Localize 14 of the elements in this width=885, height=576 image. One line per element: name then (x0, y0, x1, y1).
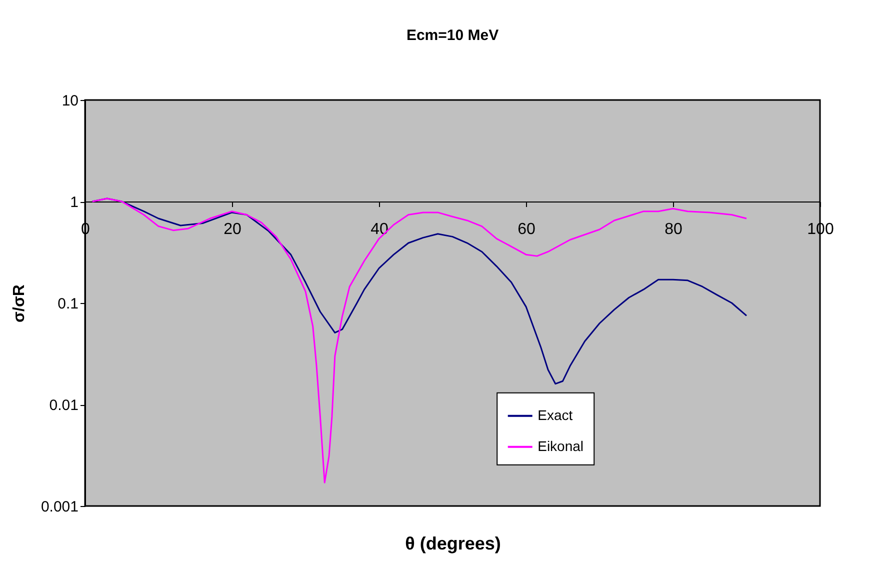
y-tick-label: 10 (62, 92, 78, 110)
x-tick-label: 20 (224, 221, 242, 238)
y-axis-title: σ/σR (10, 284, 28, 322)
y-tick-label: 1 (70, 194, 78, 211)
legend-label: Exact (538, 406, 573, 423)
line-series (92, 198, 748, 484)
y-tick-label: 0.1 (58, 296, 78, 312)
x-tick-label: 80 (664, 221, 682, 238)
y-tick-label: 0.01 (49, 397, 78, 414)
chart-title: Ecm=10 MeV (406, 27, 499, 44)
x-axis-title: θ (degrees) (405, 534, 501, 554)
x-tick-label: 60 (518, 221, 536, 238)
y-tick-label: 0.001 (40, 498, 78, 516)
legend-label: Eikonal (538, 438, 584, 454)
